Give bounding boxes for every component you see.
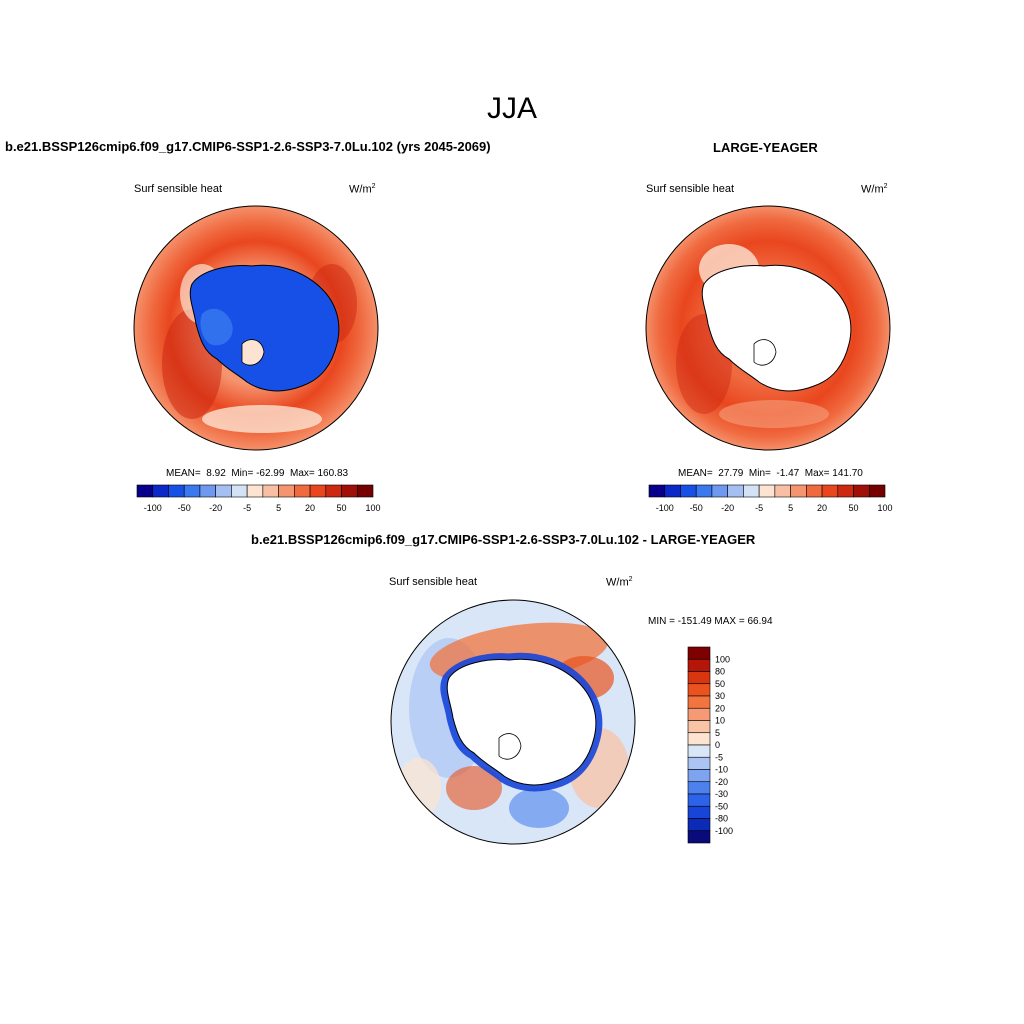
colorbar-swatch	[183, 484, 201, 498]
colorbar-tick-label: -30	[715, 789, 728, 799]
colorbar-swatch	[152, 484, 169, 498]
panel1-antarctica	[189, 264, 340, 392]
colorbar-swatch	[136, 484, 154, 498]
colorbar-swatch	[687, 646, 711, 660]
colorbar-swatch	[758, 484, 776, 498]
panel2-antarctica	[701, 264, 852, 392]
panel1-colorbar: -100 -50 -20 -5 5 20 50 100	[136, 484, 381, 513]
colorbar-tick-label: 50	[337, 503, 347, 513]
diff-map	[390, 599, 636, 845]
colorbar-tick-label: -10	[715, 765, 728, 775]
colorbar-swatch	[680, 484, 697, 498]
season-title: JJA	[486, 92, 537, 125]
panel1-title: b.e21.BSSP126cmip6.f09_g17.CMIP6-SSP1-2.…	[5, 139, 491, 154]
colorbar-tick-label: -5	[243, 503, 251, 513]
colorbar-tick-label: 5	[715, 728, 720, 738]
colorbar-swatch	[648, 484, 666, 498]
colorbar-swatch	[687, 720, 711, 734]
colorbar-tick-label: -50	[690, 503, 703, 513]
colorbar-swatch	[687, 695, 711, 709]
colorbar-swatch	[168, 484, 185, 498]
colorbar-tick-label: 50	[715, 679, 725, 689]
colorbar-swatch	[790, 484, 807, 498]
diff-title: b.e21.BSSP126cmip6.f09_g17.CMIP6-SSP1-2.…	[251, 532, 756, 547]
colorbar-tick-label: 10	[715, 716, 725, 726]
colorbar-swatch	[853, 484, 870, 498]
colorbar-tick-label: 100	[877, 503, 892, 513]
colorbar-tick-label: 20	[305, 503, 315, 513]
colorbar-swatch	[687, 744, 711, 758]
colorbar-swatch	[215, 484, 232, 498]
colorbar-swatch	[837, 484, 854, 498]
colorbar-tick-label: -5	[715, 752, 723, 762]
colorbar-swatch	[294, 484, 311, 498]
colorbar-tick-label: -20	[715, 777, 728, 787]
colorbar-swatch	[687, 671, 711, 685]
panel2-stats: MEAN= 27.79 Min= -1.47 Max= 141.70	[678, 468, 863, 479]
panel2-colorbar: -100 -50 -20 -5 5 20 50 100	[648, 484, 893, 513]
colorbar-tick-label: -100	[144, 503, 162, 513]
panel2-variable: Surf sensible heat	[646, 183, 735, 195]
panel2-map	[645, 205, 891, 451]
colorbar-swatch	[341, 484, 358, 498]
colorbar-swatch	[806, 484, 823, 498]
colorbar-tick-label: 50	[849, 503, 859, 513]
panel1-units: W/m2	[349, 183, 376, 196]
colorbar-swatch	[246, 484, 264, 498]
colorbar-swatch	[687, 707, 711, 721]
colorbar-swatch	[687, 658, 711, 672]
colorbar-swatch	[687, 793, 711, 807]
colorbar-swatch	[743, 484, 760, 498]
colorbar-tick-label: -5	[755, 503, 763, 513]
colorbar-swatch	[687, 683, 711, 697]
colorbar-swatch	[687, 756, 711, 770]
panel1-stats: MEAN= 8.92 Min= -62.99 Max= 160.83	[166, 468, 349, 479]
colorbar-swatch	[199, 484, 216, 498]
colorbar-swatch	[727, 484, 744, 498]
colorbar-tick-label: 0	[715, 740, 720, 750]
colorbar-tick-label: 100	[365, 503, 380, 513]
colorbar-swatch	[325, 484, 342, 498]
colorbar-swatch	[231, 484, 248, 498]
diff-variable: Surf sensible heat	[389, 576, 478, 588]
colorbar-swatch	[695, 484, 713, 498]
colorbar-tick-label: 30	[715, 691, 725, 701]
colorbar-tick-label: 80	[715, 667, 725, 677]
colorbar-tick-label: 20	[817, 503, 827, 513]
colorbar-swatch	[687, 818, 711, 832]
colorbar-swatch	[687, 830, 711, 844]
colorbar-swatch	[278, 484, 295, 498]
colorbar-tick-label: -100	[656, 503, 674, 513]
colorbar-swatch	[687, 732, 711, 746]
colorbar-swatch	[774, 484, 791, 498]
colorbar-tick-label: -100	[715, 826, 733, 836]
colorbar-swatch	[356, 484, 374, 498]
diff-units: W/m2	[606, 576, 633, 589]
colorbar-tick-label: -20	[721, 503, 734, 513]
colorbar-tick-label: -80	[715, 814, 728, 824]
colorbar-swatch	[711, 484, 728, 498]
colorbar-swatch	[868, 484, 886, 498]
diff-minmax: MIN = -151.49 MAX = 66.94	[648, 616, 773, 627]
colorbar-swatch	[687, 781, 711, 795]
colorbar-swatch	[262, 484, 279, 498]
panel2-title: LARGE-YEAGER	[713, 140, 818, 155]
panel2-units: W/m2	[861, 183, 888, 196]
colorbar-tick-label: 100	[715, 654, 730, 664]
diff-antarctica	[446, 658, 597, 786]
colorbar-tick-label: 5	[276, 503, 281, 513]
panel1-map	[133, 205, 379, 451]
colorbar-tick-label: -50	[715, 801, 728, 811]
colorbar-tick-label: 20	[715, 703, 725, 713]
colorbar-tick-label: -50	[178, 503, 191, 513]
colorbar-tick-label: -20	[209, 503, 222, 513]
colorbar-swatch	[687, 769, 711, 783]
panel1-variable: Surf sensible heat	[134, 183, 223, 195]
colorbar-swatch	[687, 805, 711, 819]
colorbar-swatch	[664, 484, 681, 498]
colorbar-tick-label: 5	[788, 503, 793, 513]
colorbar-swatch	[309, 484, 327, 498]
colorbar-swatch	[821, 484, 839, 498]
